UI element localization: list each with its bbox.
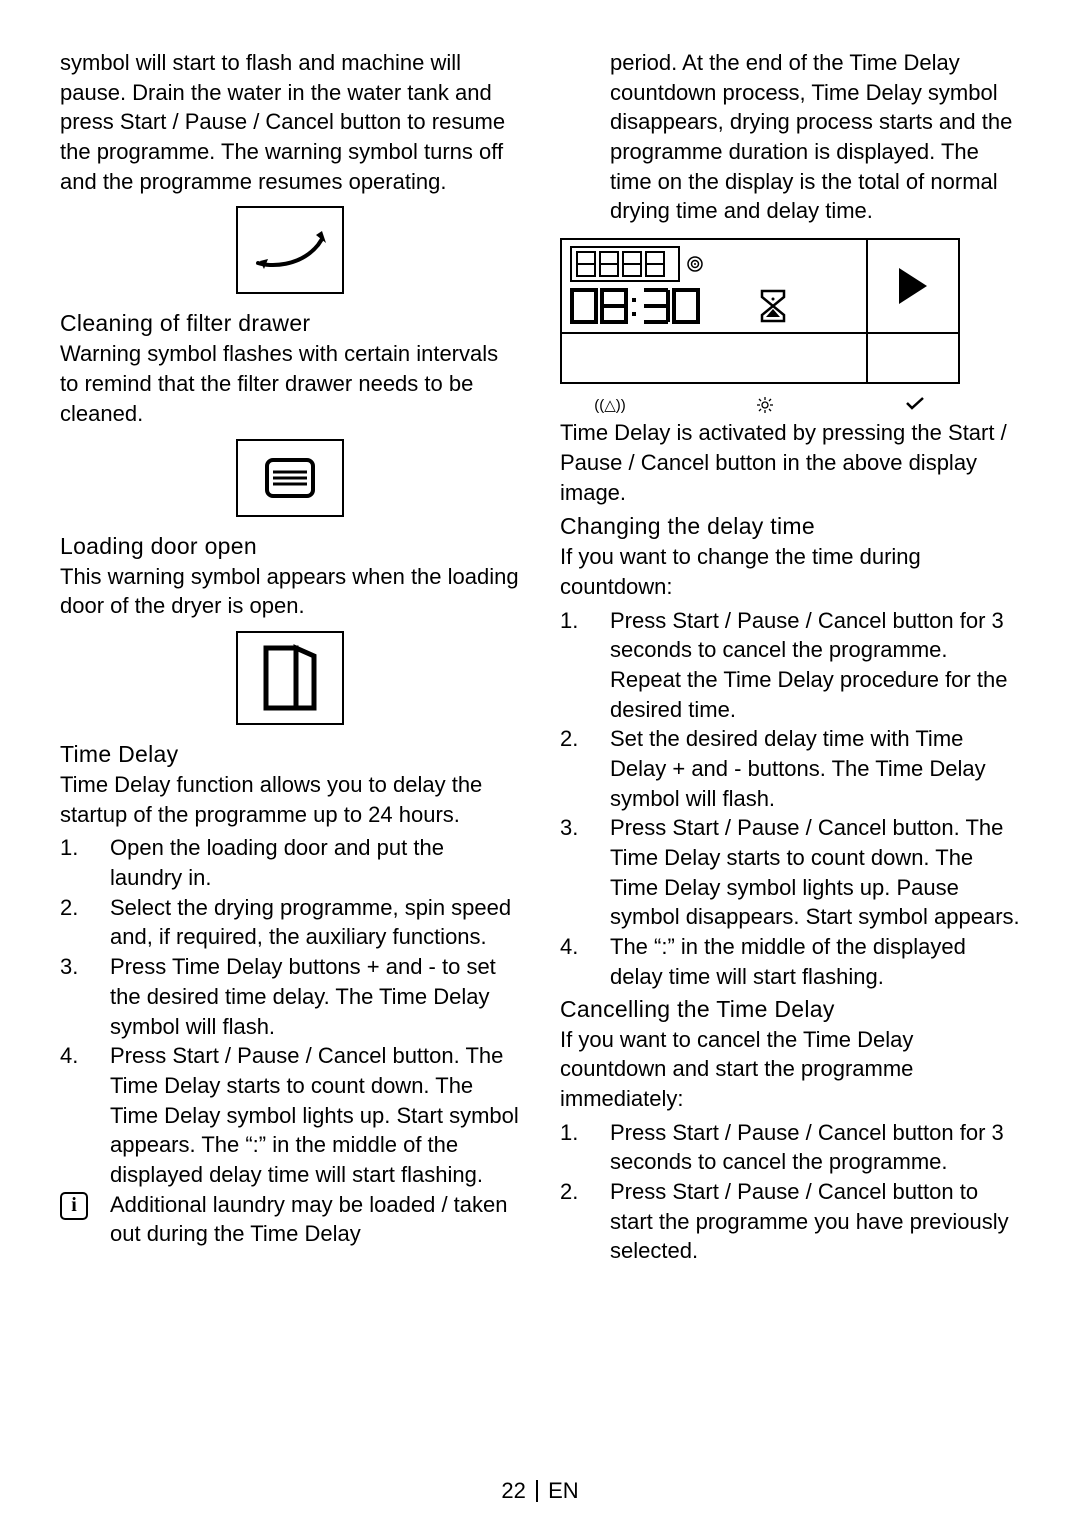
door-body: This warning symbol appears when the loa… (60, 562, 520, 621)
cancel-steps-list: Press Start / Pause / Cancel button for … (560, 1118, 1020, 1266)
alarm-indicator: ((△)) (560, 396, 660, 418)
intro-continuation: symbol will start to flash and machine w… (60, 48, 520, 196)
filter-heading: Cleaning of filter drawer (60, 308, 520, 339)
play-icon (895, 264, 931, 308)
drain-icon (236, 206, 344, 294)
delay-intro: Time Delay function allows you to delay … (60, 770, 520, 829)
cancel-intro: If you want to cancel the Time Delay cou… (560, 1025, 1020, 1114)
list-item: Press Start / Pause / Cancel button to s… (560, 1177, 1020, 1266)
door-heading: Loading door open (60, 531, 520, 562)
filter-icon (236, 439, 344, 517)
filter-body: Warning symbol flashes with certain inte… (60, 339, 520, 428)
change-intro: If you want to change the time during co… (560, 542, 1020, 601)
page-lang: EN (548, 1478, 579, 1503)
list-item: The “:” in the middle of the displayed d… (560, 932, 1020, 991)
delay-continuation: period. At the end of the Time Delay cou… (560, 48, 1020, 226)
display-caption: Time Delay is activated by pressing the … (560, 418, 1020, 507)
list-item: Press Start / Pause / Cancel button for … (560, 1118, 1020, 1177)
time-display (570, 286, 750, 326)
check-icon (905, 396, 925, 410)
info-note: Additional laundry may be loaded / taken… (60, 1190, 520, 1249)
cancel-heading: Cancelling the Time Delay (560, 994, 1020, 1025)
list-item: Select the drying programme, spin speed … (60, 893, 520, 952)
display-illustration: ((△)) (560, 238, 1020, 418)
right-column: period. At the end of the Time Delay cou… (560, 48, 1020, 1266)
page-footer: 22 EN (0, 1478, 1080, 1504)
target-icon (686, 255, 704, 273)
delay-steps-list: Open the loading door and put the laundr… (60, 833, 520, 1189)
list-item: Press Start / Pause / Cancel button. The… (560, 813, 1020, 932)
list-item: Set the desired delay time with Time Del… (560, 724, 1020, 813)
delay-heading: Time Delay (60, 739, 520, 770)
list-item: Press Start / Pause / Cancel button for … (560, 606, 1020, 725)
list-item: Press Start / Pause / Cancel button. The… (60, 1041, 520, 1189)
info-text: Additional laundry may be loaded / taken… (110, 1192, 507, 1247)
hourglass-icon (758, 287, 788, 325)
change-steps-list: Press Start / Pause / Cancel button for … (560, 606, 1020, 992)
info-icon (60, 1192, 88, 1220)
list-item: Open the loading door and put the laundr… (60, 833, 520, 892)
list-item: Press Time Delay buttons + and - to set … (60, 952, 520, 1041)
page-number: 22 (501, 1478, 525, 1503)
left-column: symbol will start to flash and machine w… (60, 48, 520, 1266)
door-open-icon (236, 631, 344, 725)
sun-icon (756, 396, 774, 414)
content-columns: symbol will start to flash and machine w… (60, 48, 1020, 1266)
change-heading: Changing the delay time (560, 511, 1020, 542)
